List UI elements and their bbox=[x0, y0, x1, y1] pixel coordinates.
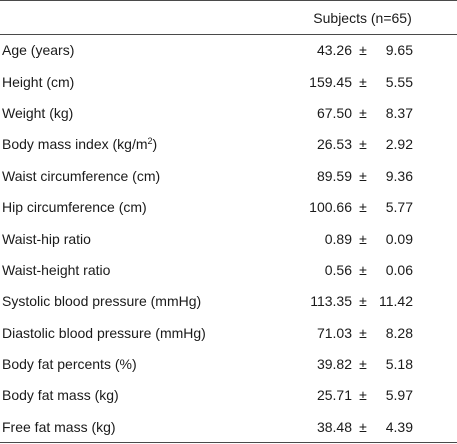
row-label: Weight (kg) bbox=[2, 104, 74, 121]
row-mean: 67.50 bbox=[316, 104, 352, 121]
header-subjects-cell: Subjects (n=65) bbox=[268, 0, 457, 35]
table-row: Free fat mass (kg) 38.48 ± 4.39 bbox=[0, 411, 457, 444]
plus-minus-symbol: ± bbox=[352, 411, 374, 444]
plus-minus-symbol: ± bbox=[359, 387, 367, 404]
row-label-tail: ) bbox=[152, 136, 158, 153]
row-mean: 39.82 bbox=[316, 356, 352, 373]
plus-minus-symbol: ± bbox=[359, 230, 367, 247]
plus-minus-symbol: ± bbox=[359, 104, 367, 121]
row-label: Free fat mass (kg) bbox=[0, 411, 268, 444]
table-body: Age (years) 43.26 ± 9.65 Height (cm) 159… bbox=[0, 35, 457, 444]
plus-minus-symbol: ± bbox=[359, 356, 367, 373]
row-sd: 5.97 bbox=[385, 387, 413, 404]
table-row: Waist-height ratio 0.56 ± 0.06 bbox=[0, 254, 457, 285]
row-label: Body fat percents (%) bbox=[2, 356, 137, 373]
row-sd: 0.06 bbox=[385, 261, 413, 278]
table-row: Body fat percents (%) 39.82 ± 5.18 bbox=[0, 348, 457, 379]
row-label: Hip circumference (cm) bbox=[2, 199, 147, 216]
row-mean: 159.45 bbox=[309, 73, 352, 90]
table-row: Diastolic blood pressure (mmHg) 71.03 ± … bbox=[0, 317, 457, 348]
row-mean: 0.56 bbox=[324, 261, 352, 278]
row-mean: 25.71 bbox=[316, 387, 352, 404]
plus-minus-symbol: ± bbox=[359, 199, 367, 216]
table-row: Age (years) 43.26 ± 9.65 bbox=[0, 35, 457, 66]
table-row: Waist circumference (cm) 89.59 ± 9.36 bbox=[0, 160, 457, 191]
table-header-row: Subjects (n=65) bbox=[0, 0, 457, 35]
row-label: Body fat mass (kg) bbox=[2, 387, 119, 404]
row-mean: 100.66 bbox=[309, 199, 352, 216]
table-row: Height (cm) 159.45 ± 5.55 bbox=[0, 66, 457, 97]
superscript-exponent: 2 bbox=[147, 136, 153, 147]
row-sd: 5.55 bbox=[385, 73, 413, 90]
plus-minus-symbol: ± bbox=[359, 73, 367, 90]
row-pad bbox=[413, 223, 457, 254]
row-pad bbox=[413, 380, 457, 411]
header-variable-cell bbox=[0, 0, 268, 35]
row-label: Diastolic blood pressure (mmHg) bbox=[2, 324, 206, 341]
table-row: Body fat mass (kg) 25.71 ± 5.97 bbox=[0, 380, 457, 411]
row-pad bbox=[413, 191, 457, 222]
row-pad bbox=[413, 348, 457, 379]
table-row: Waist-hip ratio 0.89 ± 0.09 bbox=[0, 223, 457, 254]
row-pad bbox=[413, 129, 457, 160]
plus-minus-symbol: ± bbox=[359, 324, 367, 341]
row-sd: 8.37 bbox=[385, 104, 413, 121]
row-pad bbox=[413, 35, 457, 66]
plus-minus-symbol: ± bbox=[359, 167, 367, 184]
row-sd: 2.92 bbox=[385, 136, 413, 153]
row-pad bbox=[413, 317, 457, 348]
row-label: Waist-hip ratio bbox=[2, 230, 91, 247]
row-sd: 8.28 bbox=[385, 324, 413, 341]
row-mean: 26.53 bbox=[316, 136, 352, 153]
row-label: Age (years) bbox=[2, 42, 75, 59]
row-label: Waist circumference (cm) bbox=[2, 167, 161, 184]
row-sd: 9.65 bbox=[385, 42, 413, 59]
row-pad bbox=[413, 286, 457, 317]
table-row: Hip circumference (cm) 100.66 ± 5.77 bbox=[0, 191, 457, 222]
row-label: Systolic blood pressure (mmHg) bbox=[2, 293, 202, 310]
row-label: Height (cm) bbox=[2, 73, 75, 90]
plus-minus-symbol: ± bbox=[359, 42, 367, 59]
row-mean: 89.59 bbox=[316, 167, 352, 184]
row-sd: 0.09 bbox=[385, 230, 413, 247]
row-pad bbox=[413, 66, 457, 97]
table-row: Weight (kg) 67.50 ± 8.37 bbox=[0, 97, 457, 128]
row-label-bmi: Body mass index (kg/m2) bbox=[0, 129, 268, 160]
row-mean: 43.26 bbox=[316, 42, 352, 59]
table-row: Systolic blood pressure (mmHg) 113.35 ± … bbox=[0, 286, 457, 317]
row-pad bbox=[413, 411, 457, 444]
row-pad bbox=[413, 254, 457, 285]
plus-minus-symbol: ± bbox=[359, 293, 367, 310]
row-pad bbox=[413, 97, 457, 128]
row-sd: 5.18 bbox=[385, 356, 413, 373]
row-sd: 9.36 bbox=[385, 167, 413, 184]
row-mean: 113.35 bbox=[310, 293, 352, 310]
row-mean: 38.48 bbox=[268, 411, 352, 444]
row-sd: 4.39 bbox=[374, 411, 413, 444]
table-row: Body mass index (kg/m2) 26.53 ± 2.92 bbox=[0, 129, 457, 160]
row-sd: 11.42 bbox=[379, 293, 413, 310]
row-label: Waist-height ratio bbox=[2, 261, 111, 278]
plus-minus-symbol: ± bbox=[359, 136, 367, 153]
plus-minus-symbol: ± bbox=[359, 261, 367, 278]
row-sd: 5.77 bbox=[385, 199, 413, 216]
row-mean: 0.89 bbox=[324, 230, 352, 247]
row-mean: 71.03 bbox=[316, 324, 352, 341]
row-label-text: Body mass index (kg/m bbox=[2, 136, 148, 153]
row-pad bbox=[413, 160, 457, 191]
